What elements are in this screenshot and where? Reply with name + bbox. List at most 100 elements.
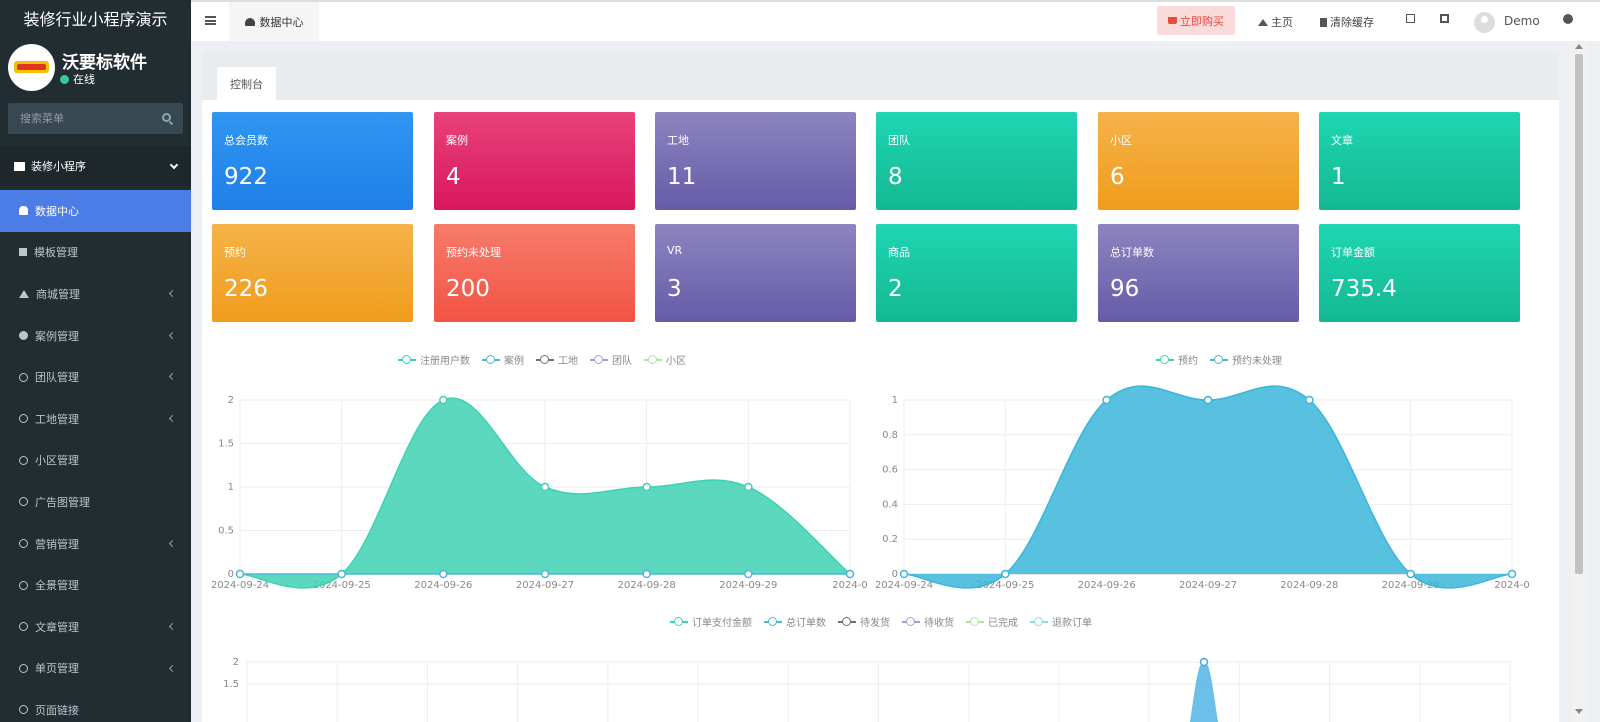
sidebar-item[interactable]: 数据中心 (0, 190, 191, 232)
clear-cache-link[interactable]: 清除缓存 (1320, 14, 1374, 30)
stat-card[interactable]: 预约未处理 200 (434, 224, 635, 322)
legend-item[interactable]: 退款订单 (1030, 614, 1092, 629)
chevron-left-icon (168, 414, 177, 423)
data-point[interactable] (1102, 395, 1111, 405)
fullscreen-button[interactable] (1440, 14, 1449, 23)
menu-search-input[interactable] (8, 103, 148, 134)
sidebar-item[interactable]: 营销管理 (0, 523, 191, 565)
scroll-down-icon[interactable] (1575, 709, 1583, 714)
menu-toggle-icon[interactable] (205, 16, 216, 25)
scroll-thumb[interactable] (1575, 54, 1583, 574)
chart-legend-orders: 订单支付金额 总订单数 待发货 待收货 已完成 退款订单 (670, 614, 1092, 629)
user-menu[interactable]: Demo (1504, 14, 1540, 28)
stat-card[interactable]: 预约 226 (212, 224, 413, 322)
legend-item[interactable]: 团队 (590, 352, 632, 367)
legend-item[interactable]: 待收货 (902, 614, 954, 629)
sidebar-item-label: 模板管理 (34, 246, 78, 260)
sidebar-item[interactable]: 小区管理 (0, 440, 191, 482)
settings-button[interactable] (1563, 14, 1573, 24)
legend-marker-icon (838, 616, 856, 627)
data-point[interactable] (1001, 569, 1010, 579)
scroll-up-icon[interactable] (1575, 44, 1583, 49)
sidebar-item-label: 案例管理 (35, 329, 79, 343)
legend-item[interactable]: 已完成 (966, 614, 1018, 629)
data-point[interactable] (439, 569, 448, 579)
tab-dashboard[interactable]: 控制台 (217, 67, 276, 100)
stat-card[interactable]: 团队 8 (876, 112, 1077, 210)
stat-card[interactable]: 总会员数 922 (212, 112, 413, 210)
data-point[interactable] (1406, 569, 1415, 579)
data-point[interactable] (744, 569, 753, 579)
language-button[interactable] (1406, 14, 1415, 23)
sidebar-item[interactable]: 商城管理 (0, 273, 191, 315)
data-point[interactable] (439, 395, 448, 405)
legend-item[interactable]: 订单支付金额 (670, 614, 752, 629)
legend-item[interactable]: 总订单数 (764, 614, 826, 629)
sidebar-item[interactable]: 模板管理 (0, 232, 191, 274)
legend-item[interactable]: 预约 (1156, 352, 1198, 367)
x-tick-label: 2024-09-29 (1382, 580, 1440, 591)
legend-item[interactable]: 预约未处理 (1210, 352, 1282, 367)
data-point[interactable] (1305, 395, 1314, 405)
app-brand-title[interactable]: 装修行业小程序演示 (0, 0, 191, 40)
sidebar-item[interactable]: 案例管理 (0, 315, 191, 357)
stat-card[interactable]: 订单金额 735.4 (1319, 224, 1520, 322)
sidebar-item[interactable]: 文章管理 (0, 606, 191, 648)
stat-card[interactable]: 文章 1 (1319, 112, 1520, 210)
data-point[interactable] (540, 482, 550, 492)
data-point[interactable] (337, 569, 346, 579)
x-tick-label: 2024-09-27 (516, 580, 574, 591)
sidebar-item[interactable]: 工地管理 (0, 398, 191, 440)
legend-item[interactable]: 小区 (644, 352, 686, 367)
page-scrollbar[interactable] (1571, 42, 1587, 722)
x-tick-label: 2024-09-25 (976, 580, 1034, 591)
data-point[interactable] (1507, 569, 1517, 579)
data-point[interactable] (1203, 395, 1213, 405)
online-dot-icon (60, 74, 69, 84)
stat-card[interactable]: 案例 4 (434, 112, 635, 210)
sidebar-item[interactable]: 单页管理 (0, 648, 191, 690)
sidebar-item[interactable]: 全景管理 (0, 564, 191, 606)
stat-card[interactable]: VR 3 (655, 224, 856, 322)
buy-now-button[interactable]: 立即购买 (1157, 6, 1235, 35)
stat-card[interactable]: 商品 2 (876, 224, 1077, 322)
stat-card[interactable]: 小区 6 (1098, 112, 1299, 210)
data-point[interactable] (899, 569, 909, 579)
legend-label: 小区 (666, 356, 686, 367)
y-tick-label: 1 (892, 395, 898, 406)
nav-group-decor-miniprogram[interactable]: 装修小程序 (0, 146, 191, 186)
sidebar-item[interactable]: 页面链接 (0, 689, 191, 722)
user-avatar[interactable] (1474, 12, 1495, 33)
sidebar-item-label: 团队管理 (35, 371, 79, 385)
sidebar-item[interactable]: 团队管理 (0, 356, 191, 398)
top-header: 数据中心 立即购买 主页 清除缓存 Demo (191, 0, 1600, 41)
x-tick-label: 2024-09-29 (719, 580, 777, 591)
data-point[interactable] (845, 569, 855, 579)
tab-data-center[interactable]: 数据中心 (229, 2, 319, 41)
data-point[interactable] (744, 482, 753, 492)
legend-item[interactable]: 待发货 (838, 614, 890, 629)
stat-card-title: 商品 (888, 246, 910, 259)
legend-item[interactable]: 案例 (482, 352, 524, 367)
bank-icon (14, 161, 25, 171)
search-icon[interactable] (162, 113, 171, 122)
stat-card[interactable]: 总订单数 96 (1098, 224, 1299, 322)
stat-card[interactable]: 工地 11 (655, 112, 856, 210)
y-tick-label: 0.5 (218, 526, 234, 537)
chart-registered-users: 0 0.5 1 1.5 2 2024-09-24 2024-09-25 2024-09-26 2… (211, 395, 868, 591)
sidebar-item[interactable]: 广告图管理 (0, 481, 191, 523)
chart-orders: 21.5 (223, 657, 1511, 722)
legend-item[interactable]: 工地 (536, 352, 578, 367)
legend-marker-icon (1210, 354, 1228, 365)
data-point[interactable] (235, 569, 245, 579)
data-point[interactable] (642, 482, 651, 492)
home-link[interactable]: 主页 (1258, 14, 1293, 30)
chevron-left-icon (168, 539, 177, 547)
data-point[interactable] (1199, 657, 1209, 667)
y-tick-label: 0.6 (882, 465, 898, 476)
data-point[interactable] (642, 569, 651, 579)
stat-card-value: 11 (667, 164, 697, 190)
data-point[interactable] (540, 569, 550, 579)
series-area (1190, 662, 1218, 722)
legend-item[interactable]: 注册用户数 (398, 352, 470, 367)
